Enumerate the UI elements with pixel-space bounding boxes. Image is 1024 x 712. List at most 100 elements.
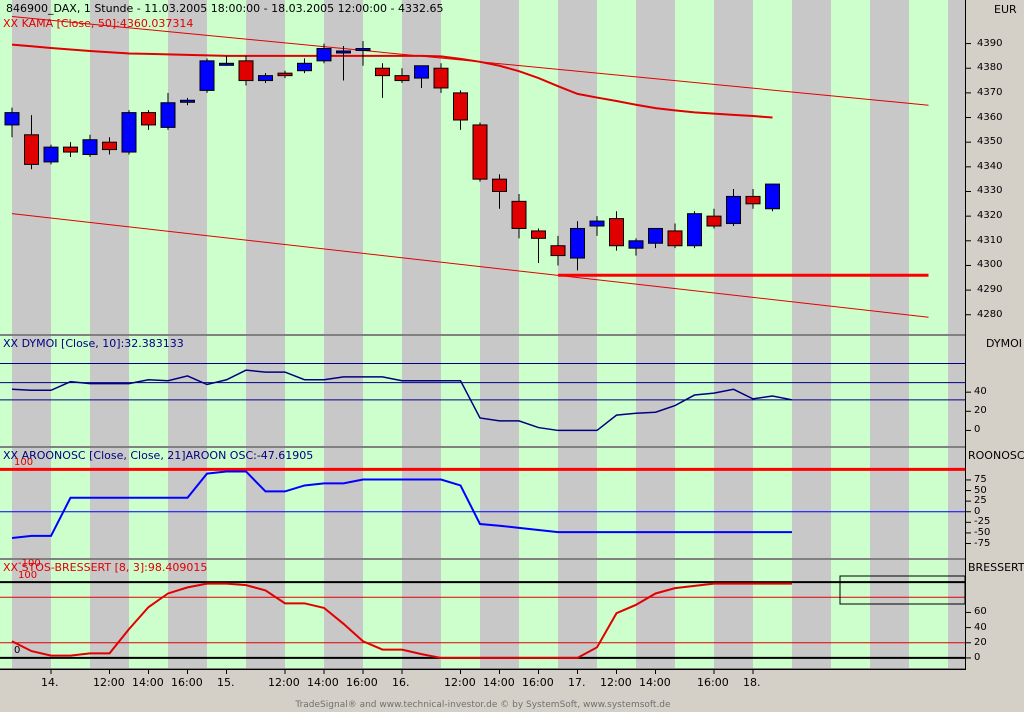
gray-band: [90, 560, 129, 668]
candle-body: [765, 183, 780, 210]
gray-band: [402, 560, 441, 668]
price-tick-label: 4350: [977, 136, 1003, 148]
candle-body: [414, 65, 429, 79]
x-tick-label: 14:00: [132, 676, 164, 689]
bottom-axis-strip: [0, 669, 965, 712]
gray-band: [792, 0, 831, 334]
gray-band: [792, 336, 831, 446]
candle-body: [706, 215, 722, 227]
indicator-tick-label: 75: [974, 473, 987, 485]
indicator-tick-label: -75: [974, 537, 991, 549]
price-tick-label: 4320: [977, 210, 1003, 222]
gray-band: [480, 560, 519, 668]
indicator-tick-label: 60: [974, 606, 987, 618]
kama-line: [11, 43, 773, 119]
price-tick-label: 4380: [977, 62, 1003, 74]
x-tick-label: 15.: [217, 676, 235, 689]
pane-0-background: [0, 0, 1024, 336]
indicator-line: [11, 582, 792, 659]
gray-band: [714, 336, 753, 446]
lower-level-label: -100: [18, 558, 41, 570]
gray-band: [636, 336, 675, 446]
upper-level-label: 100: [18, 570, 38, 582]
indicator-pane-1: [0, 362, 971, 432]
gray-band: [558, 560, 597, 668]
price-title: 846900_DAX, 1 Stunde - 11.03.2005 18:00:…: [6, 2, 444, 15]
currency-label: EUR: [994, 3, 1017, 16]
indicator-pane-2: [0, 467, 971, 545]
gray-band: [870, 0, 909, 334]
gray-band: [324, 336, 363, 446]
price-tick-label: 4300: [977, 259, 1003, 271]
candle-body: [82, 139, 98, 156]
x-tick-label: 12:00: [600, 676, 632, 689]
gray-band: [636, 560, 675, 668]
indicator-tick-label: 0: [974, 505, 981, 517]
candle-body: [453, 92, 468, 121]
candle-body: [687, 213, 702, 247]
indicator-axis-name: DYMOI: [986, 337, 1022, 350]
indicator-tick-label: 0: [974, 424, 981, 436]
candle-body: [648, 227, 663, 244]
gray-band: [168, 448, 207, 558]
x-tick-label: 14:00: [483, 676, 515, 689]
indicator-pane-3: [0, 581, 971, 659]
x-tick-label: 16:00: [522, 676, 554, 689]
x-tick-label: 12:00: [93, 676, 125, 689]
candle-body: [394, 75, 410, 82]
gray-band: [402, 448, 441, 558]
gray-band: [558, 448, 597, 558]
indicator-axis-name: BRESSERT: [968, 561, 1024, 574]
gray-band: [714, 0, 753, 334]
gray-band: [948, 560, 965, 668]
gray-band: [480, 448, 519, 558]
candle-body: [745, 195, 761, 205]
x-tick-label: 14.: [41, 676, 59, 689]
pane-1-background: [0, 336, 1024, 448]
candle-body: [297, 62, 312, 72]
gray-band: [12, 448, 51, 558]
candle-body: [219, 62, 234, 66]
channel-lower-line: [11, 213, 929, 318]
candle-body: [589, 220, 605, 227]
gray-band: [324, 448, 363, 558]
candle-body: [277, 72, 293, 77]
indicator-title: XX STOS-BRESSERT [8, 3]:98.409015: [3, 561, 208, 574]
price-tick-label: 4340: [977, 160, 1003, 172]
gray-band: [402, 0, 441, 334]
gray-band: [870, 560, 909, 668]
gray-band: [948, 448, 965, 558]
candle-body: [238, 60, 254, 82]
candle-body: [375, 67, 390, 77]
candle-body: [667, 230, 683, 247]
candle-body: [102, 141, 117, 151]
x-tick-label: 16:00: [171, 676, 203, 689]
indicator-tick-label: 20: [974, 636, 987, 648]
candle-body: [180, 99, 195, 103]
x-tick-label: 12:00: [444, 676, 476, 689]
price-tick-label: 4280: [977, 308, 1003, 320]
candle-body: [4, 112, 20, 126]
gray-band: [792, 560, 831, 668]
gray-band: [870, 448, 909, 558]
gray-band: [714, 448, 753, 558]
indicator-axis-name: ROONOSC: [968, 449, 1024, 462]
x-tick-label: 12:00: [268, 676, 300, 689]
indicator-tick-label: -50: [974, 526, 991, 538]
price-tick-label: 4360: [977, 111, 1003, 123]
candle-body: [199, 60, 215, 91]
candle-body: [609, 218, 624, 247]
price-tick-label: 4290: [977, 284, 1003, 296]
candle-body: [258, 75, 273, 82]
candle-body: [570, 227, 585, 259]
gray-band: [636, 448, 675, 558]
x-tick-label: 16:00: [697, 676, 729, 689]
candle-body: [355, 48, 371, 52]
gray-band: [90, 0, 129, 334]
gray-band: [948, 336, 965, 446]
price-tick-label: 4390: [977, 37, 1003, 49]
candle-body: [433, 67, 449, 89]
indicator-title: XX DYMOI [Close, 10]:32.383133: [3, 337, 184, 350]
gray-band: [402, 336, 441, 446]
x-tick-label: 18.: [743, 676, 761, 689]
